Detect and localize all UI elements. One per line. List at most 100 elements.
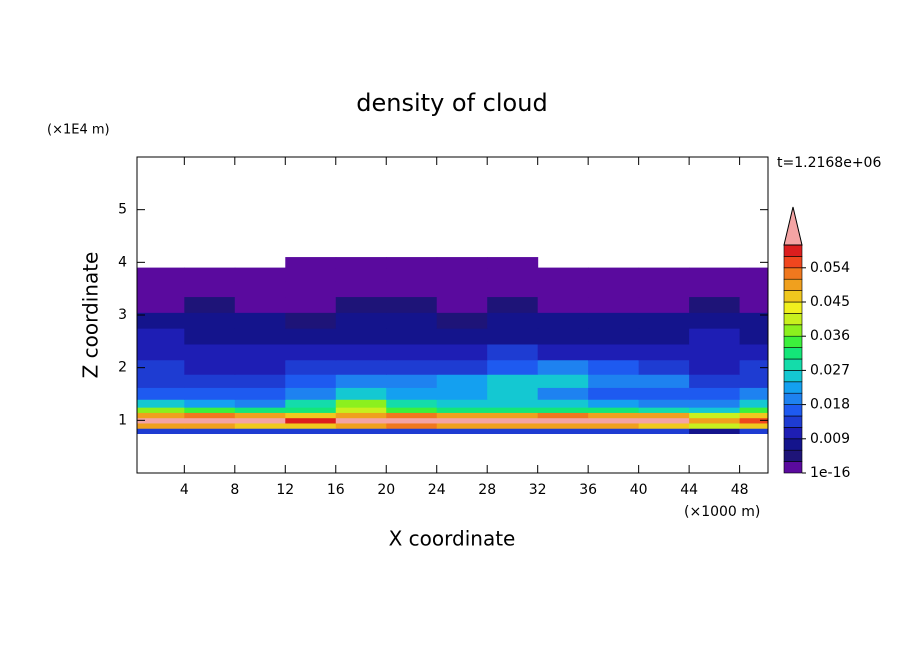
field-cell: [739, 374, 768, 388]
field-cell: [739, 399, 768, 408]
field-cell: [739, 312, 768, 329]
field-cell: [285, 328, 337, 345]
field-cell: [335, 257, 387, 269]
y-axis-label: Z coordinate: [79, 252, 103, 379]
colorbar-box: [783, 427, 803, 440]
field-cell: [588, 399, 640, 408]
field-cell: [184, 422, 236, 429]
field-cell: [436, 412, 488, 419]
field-cell: [137, 374, 185, 388]
field-cell: [386, 296, 438, 313]
field-cell: [588, 343, 640, 361]
field-cell: [739, 428, 768, 434]
field-cell: [285, 359, 337, 375]
field-cell: [537, 296, 589, 313]
x-tick-label: 24: [428, 482, 446, 498]
field-cell: [335, 428, 387, 434]
y-unit: (×1E4 m): [47, 123, 110, 138]
y-tick-label: 5: [118, 202, 127, 218]
field-cell: [537, 428, 589, 434]
field-cell: [487, 312, 539, 329]
field-cell: [137, 328, 185, 345]
field-cell: [537, 312, 589, 329]
colorbar-tick-label: 0.018: [810, 397, 850, 413]
field-cell: [436, 374, 488, 388]
x-tick-label: 8: [230, 482, 239, 498]
x-tick-label: 44: [680, 482, 698, 498]
field-cell: [436, 407, 488, 413]
field-cell: [137, 359, 185, 375]
field-cell: [234, 422, 286, 429]
field-cell: [285, 412, 337, 419]
field-cell: [436, 296, 488, 313]
field-cell: [537, 267, 589, 282]
x-tick-label: 40: [630, 482, 648, 498]
colorbar-box: [783, 290, 803, 303]
field-cell: [234, 428, 286, 434]
field-cell: [285, 374, 337, 388]
field-cell: [285, 312, 337, 329]
field-cell: [137, 399, 185, 408]
field-cell: [638, 267, 690, 282]
field-cell: [234, 374, 286, 388]
field-cell: [184, 374, 236, 388]
field-cell: [234, 417, 286, 424]
field-cell: [487, 428, 539, 434]
field-cell: [386, 387, 438, 400]
y-tick-label: 3: [118, 307, 127, 323]
field-cell: [234, 296, 286, 313]
field-cell: [588, 417, 640, 424]
field-cell: [386, 422, 438, 429]
field-cell: [638, 407, 690, 413]
field-cell: [137, 387, 185, 400]
field-cell: [537, 417, 589, 424]
field-cell: [436, 328, 488, 345]
field-cell: [739, 417, 768, 424]
field-cell: [184, 343, 236, 361]
field-cell: [638, 399, 690, 408]
field-cell: [184, 417, 236, 424]
field-cell: [285, 407, 337, 413]
field-cell: [386, 399, 438, 408]
field-cell: [386, 312, 438, 329]
field-cell: [487, 387, 539, 400]
field-cell: [137, 407, 185, 413]
colorbar-box: [783, 381, 803, 394]
field-cell: [487, 280, 539, 298]
field-cell: [638, 422, 690, 429]
colorbar-box: [783, 313, 803, 326]
field-cell: [638, 343, 690, 361]
field-cell: [335, 374, 387, 388]
field-cell: [487, 407, 539, 413]
field-cell: [487, 296, 539, 313]
field-cell: [335, 422, 387, 429]
field-cell: [638, 280, 690, 298]
field-cell: [588, 422, 640, 429]
field-cell: [184, 267, 236, 282]
field-cell: [234, 399, 286, 408]
field-cell: [638, 417, 690, 424]
field-cell: [689, 296, 741, 313]
field-cell: [588, 296, 640, 313]
field-cell: [285, 343, 337, 361]
colorbar-box: [783, 278, 803, 291]
field-cell: [386, 417, 438, 424]
field-cell: [638, 412, 690, 419]
field-cell: [285, 422, 337, 429]
colorbar-tick-label: 0.045: [810, 294, 850, 310]
field-cell: [285, 296, 337, 313]
field-cell: [487, 359, 539, 375]
x-tick-label: 36: [579, 482, 597, 498]
field-cell: [588, 359, 640, 375]
field-cell: [689, 267, 741, 282]
field-cell: [588, 312, 640, 329]
field: [137, 257, 768, 434]
field-cell: [588, 374, 640, 388]
field-cell: [487, 257, 539, 269]
field-cell: [436, 422, 488, 429]
field-cell: [386, 343, 438, 361]
y-tick-label: 1: [118, 412, 127, 428]
field-cell: [386, 374, 438, 388]
field-cell: [285, 257, 337, 269]
field-cell: [335, 296, 387, 313]
